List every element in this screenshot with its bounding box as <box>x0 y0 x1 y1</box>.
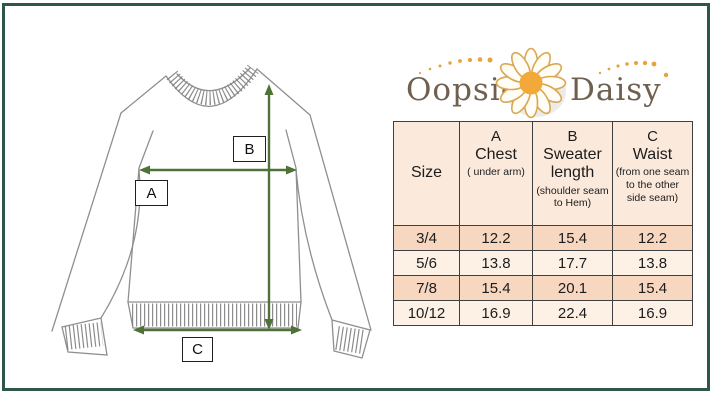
dots-arc-right <box>598 60 669 78</box>
logo-word-daisy: Daisy <box>570 72 662 108</box>
header-waist-label: Waist <box>632 146 673 163</box>
header-size: Size <box>393 121 460 226</box>
table-row: 5/6 13.8 17.7 13.8 <box>393 250 693 276</box>
cell-chest: 13.8 <box>459 250 533 276</box>
header-chest-letter: A <box>490 128 501 145</box>
cell-length: 22.4 <box>532 300 613 326</box>
header-length-label: Sweater length <box>543 146 602 182</box>
cell-waist: 15.4 <box>612 275 693 301</box>
cell-chest: 12.2 <box>459 225 533 251</box>
sweater-measurement-diagram: A B C <box>51 64 372 362</box>
header-length-letter: B <box>567 128 578 145</box>
cell-size: 10/12 <box>393 300 460 326</box>
header-length: B Sweater length (shoulder seam to Hem) <box>532 121 613 226</box>
cell-length: 17.7 <box>532 250 613 276</box>
cell-size: 7/8 <box>393 275 460 301</box>
header-waist-letter: C <box>647 128 658 145</box>
header-length-note: (shoulder seam to Hem) <box>536 184 609 210</box>
header-waist-note: (from one seam to the other side seam) <box>615 166 690 204</box>
cell-chest: 15.4 <box>459 275 533 301</box>
cell-length: 15.4 <box>532 225 613 251</box>
header-size-label: Size <box>410 164 443 182</box>
cell-waist: 16.9 <box>612 300 693 326</box>
header-chest: A Chest ( under arm) <box>459 121 533 226</box>
measurement-label-c: C <box>182 337 213 362</box>
cell-size: 3/4 <box>393 225 460 251</box>
table-row: 7/8 15.4 20.1 15.4 <box>393 275 693 301</box>
header-chest-label: Chest <box>475 146 517 163</box>
dots-arc-left <box>418 57 493 75</box>
measurement-label-a: A <box>135 180 168 206</box>
label-c-text: C <box>192 341 203 358</box>
cell-waist: 12.2 <box>612 225 693 251</box>
label-a-text: A <box>146 184 157 202</box>
oopsie-daisy-logo: Oopsie Daisy <box>406 47 669 119</box>
cell-chest: 16.9 <box>459 300 533 326</box>
header-chest-note: ( under arm) <box>467 166 525 179</box>
table-row: 10/12 16.9 22.4 16.9 <box>393 300 693 326</box>
table-header-row: Size A Chest ( under arm) B Sweater leng… <box>393 121 693 226</box>
cell-length: 20.1 <box>532 275 613 301</box>
table-row: 3/4 12.2 15.4 12.2 <box>393 225 693 251</box>
size-chart-table: Size A Chest ( under arm) B Sweater leng… <box>393 121 693 326</box>
cell-size: 5/6 <box>393 250 460 276</box>
cell-waist: 13.8 <box>612 250 693 276</box>
daisy-icon <box>495 47 567 119</box>
label-b-text: B <box>244 140 255 158</box>
measurement-label-b: B <box>233 136 266 162</box>
header-waist: C Waist (from one seam to the other side… <box>612 121 693 226</box>
